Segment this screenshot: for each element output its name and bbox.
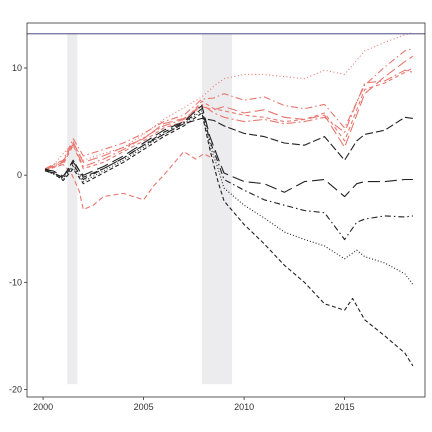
- x-tick-label: 2005: [134, 402, 154, 412]
- x-tick-label: 2010: [234, 402, 254, 412]
- x-tick-label: 2015: [335, 402, 355, 412]
- series-lines: [44, 32, 414, 367]
- panel-border: [26, 22, 426, 398]
- series-line-10: [44, 110, 414, 285]
- series-line-6: [44, 151, 213, 211]
- y-tick-label: -20: [9, 384, 22, 394]
- series-line-2: [44, 48, 414, 170]
- series-line-5: [44, 69, 414, 171]
- y-tick-label: 10: [12, 63, 22, 73]
- series-line-7: [44, 116, 413, 178]
- y-tick-label: 0: [17, 170, 22, 180]
- y-axis: -20 -10 0 10: [9, 63, 27, 394]
- x-tick-label: 2000: [33, 402, 53, 412]
- series-line-11: [44, 112, 414, 367]
- shaded-periods: [67, 33, 233, 385]
- x-axis: 2000 2005 2010 2015: [33, 397, 355, 412]
- shaded-period-1: [67, 33, 78, 385]
- series-line-9: [44, 108, 413, 241]
- y-tick-label: -10: [9, 277, 22, 287]
- series-line-4: [44, 67, 414, 172]
- series-line-8: [45, 104, 413, 198]
- series-line-3: [44, 55, 414, 171]
- shaded-period-2: [201, 33, 233, 385]
